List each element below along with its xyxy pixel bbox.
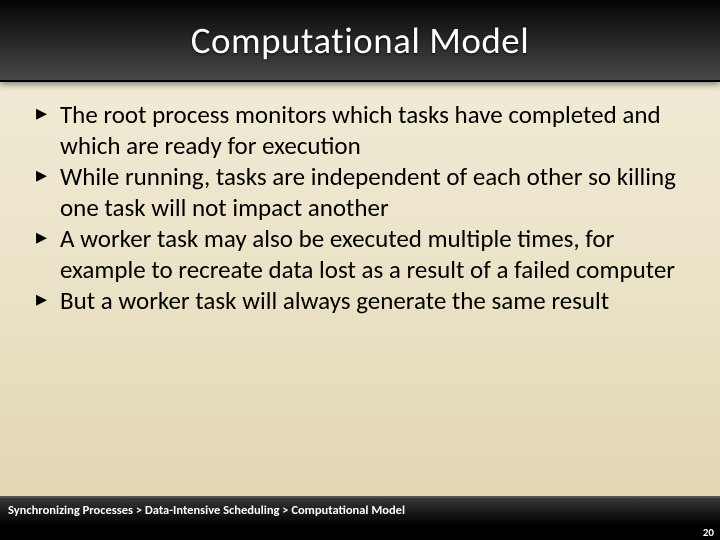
slide-title: Computational Model bbox=[191, 18, 529, 63]
page-number: 20 bbox=[703, 526, 714, 539]
footer-bar: Synchronizing Processes > Data-Intensive… bbox=[0, 496, 720, 524]
bullet-item: But a worker task will always generate t… bbox=[36, 286, 692, 317]
bullet-list: The root process monitors which tasks ha… bbox=[36, 100, 692, 317]
slide-container: Computational Model The root process mon… bbox=[0, 0, 720, 540]
slide-header: Computational Model bbox=[0, 0, 720, 82]
slide-content: The root process monitors which tasks ha… bbox=[0, 82, 720, 496]
bullet-item: While running, tasks are independent of … bbox=[36, 162, 692, 223]
breadcrumb: Synchronizing Processes > Data-Intensive… bbox=[8, 503, 405, 518]
bullet-item: The root process monitors which tasks ha… bbox=[36, 100, 692, 161]
page-number-bar: 20 bbox=[0, 524, 720, 540]
bullet-item: A worker task may also be executed multi… bbox=[36, 224, 692, 285]
